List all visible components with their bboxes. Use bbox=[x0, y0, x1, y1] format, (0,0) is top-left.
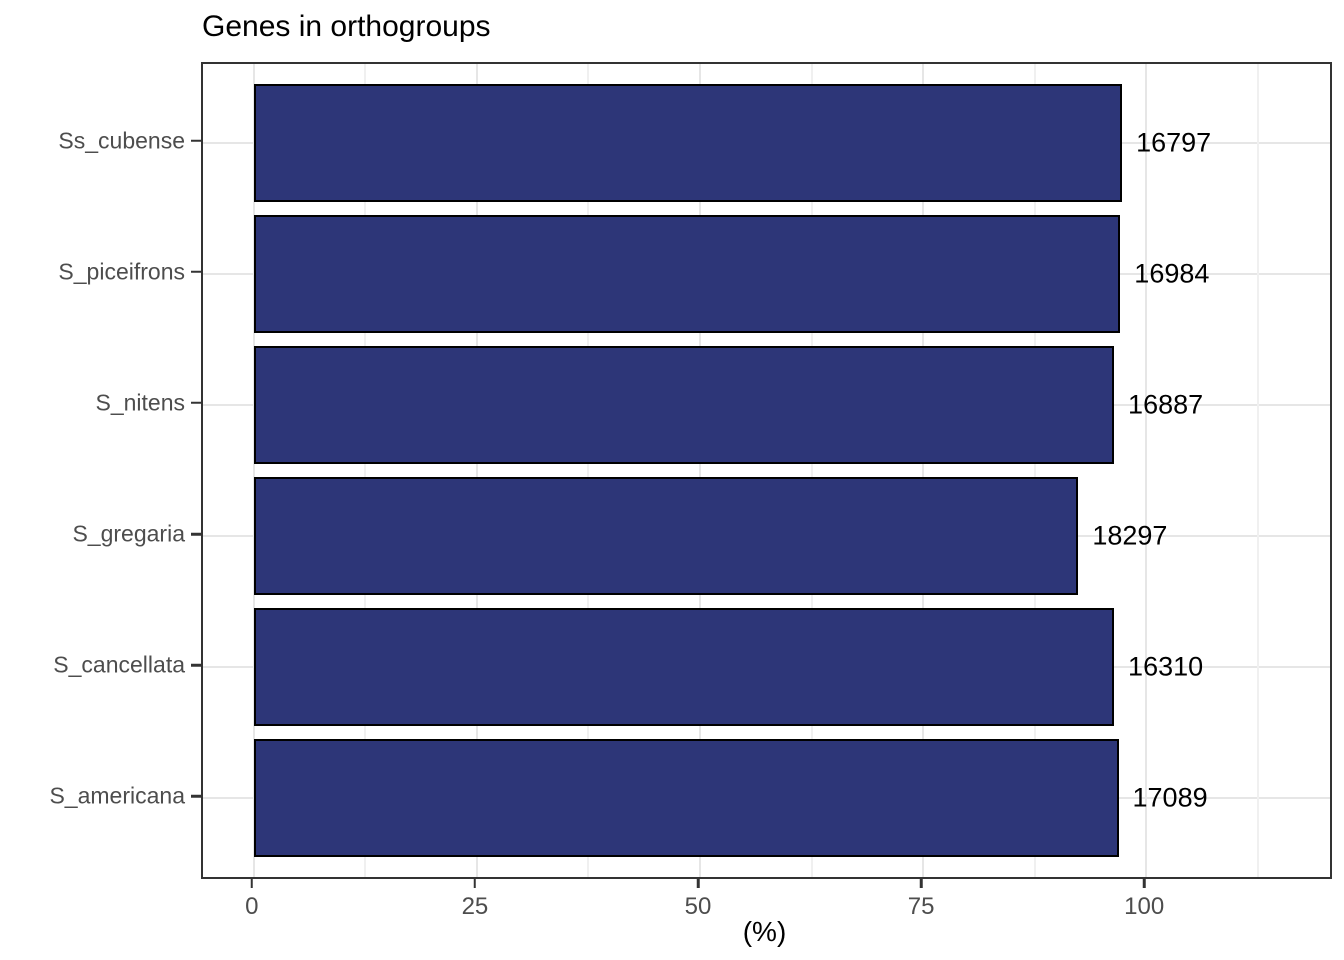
y-axis-label-S_piceifrons: S_piceifrons bbox=[58, 258, 185, 285]
y-axis-tick bbox=[191, 794, 201, 798]
y-axis-tick bbox=[191, 401, 201, 405]
y-axis-tick bbox=[191, 139, 201, 142]
x-axis-tick bbox=[250, 879, 254, 888]
gridline-vertical-minor bbox=[1033, 64, 1036, 877]
bar-value-label: 17089 bbox=[1132, 782, 1208, 813]
bar-Ss_cubense bbox=[253, 83, 1123, 202]
x-axis-tick bbox=[473, 879, 477, 888]
bar-value-label: 16984 bbox=[1134, 258, 1210, 289]
bar-value-label: 16310 bbox=[1128, 651, 1204, 682]
bar-S_americana bbox=[253, 739, 1119, 858]
gridline-vertical-major bbox=[1145, 64, 1148, 877]
bar-S_nitens bbox=[253, 345, 1115, 464]
y-axis-label-S_gregaria: S_gregaria bbox=[72, 520, 185, 547]
gridline-vertical-major bbox=[475, 64, 478, 877]
y-axis-tick bbox=[191, 532, 201, 536]
bar-S_gregaria bbox=[253, 477, 1079, 595]
x-axis-tick bbox=[696, 879, 700, 888]
gridline-vertical-major bbox=[922, 64, 925, 877]
x-axis-tick-label: 75 bbox=[907, 893, 935, 920]
chart-title: Genes in orthogroups bbox=[202, 10, 491, 43]
bar-value-label: 18297 bbox=[1092, 520, 1168, 551]
gridline-vertical-minor bbox=[364, 64, 367, 877]
x-axis-tick bbox=[1142, 879, 1146, 888]
x-axis-title: (%) bbox=[742, 916, 787, 947]
gridline-vertical-minor bbox=[1256, 64, 1259, 877]
y-axis-label-S_cancellata: S_cancellata bbox=[53, 651, 185, 678]
x-axis-tick-label: 50 bbox=[684, 893, 712, 920]
bar-S_cancellata bbox=[253, 608, 1115, 727]
x-axis-tick bbox=[919, 879, 923, 888]
y-axis-tick bbox=[191, 270, 201, 274]
bar-value-label: 16887 bbox=[1128, 389, 1204, 420]
bar-S_piceifrons bbox=[253, 214, 1121, 333]
plot-panel: 16797 16984 16887 18297 16310 17089 bbox=[201, 62, 1332, 879]
gridline-vertical-major bbox=[252, 64, 255, 877]
x-axis-tick-label: 0 bbox=[245, 893, 259, 920]
gridline-vertical-major bbox=[699, 64, 702, 877]
x-axis-tick-label: 25 bbox=[461, 893, 489, 920]
y-axis-tick bbox=[191, 663, 201, 667]
bar-value-label: 16797 bbox=[1136, 127, 1212, 158]
y-axis-label-S_americana: S_americana bbox=[49, 782, 185, 809]
y-axis-label-S_nitens: S_nitens bbox=[95, 389, 185, 416]
x-axis-tick-label: 100 bbox=[1124, 893, 1165, 920]
gridline-vertical-minor bbox=[587, 64, 590, 877]
gridline-vertical-minor bbox=[810, 64, 813, 877]
y-axis-label-Ss_cubense: Ss_cubense bbox=[58, 127, 185, 154]
